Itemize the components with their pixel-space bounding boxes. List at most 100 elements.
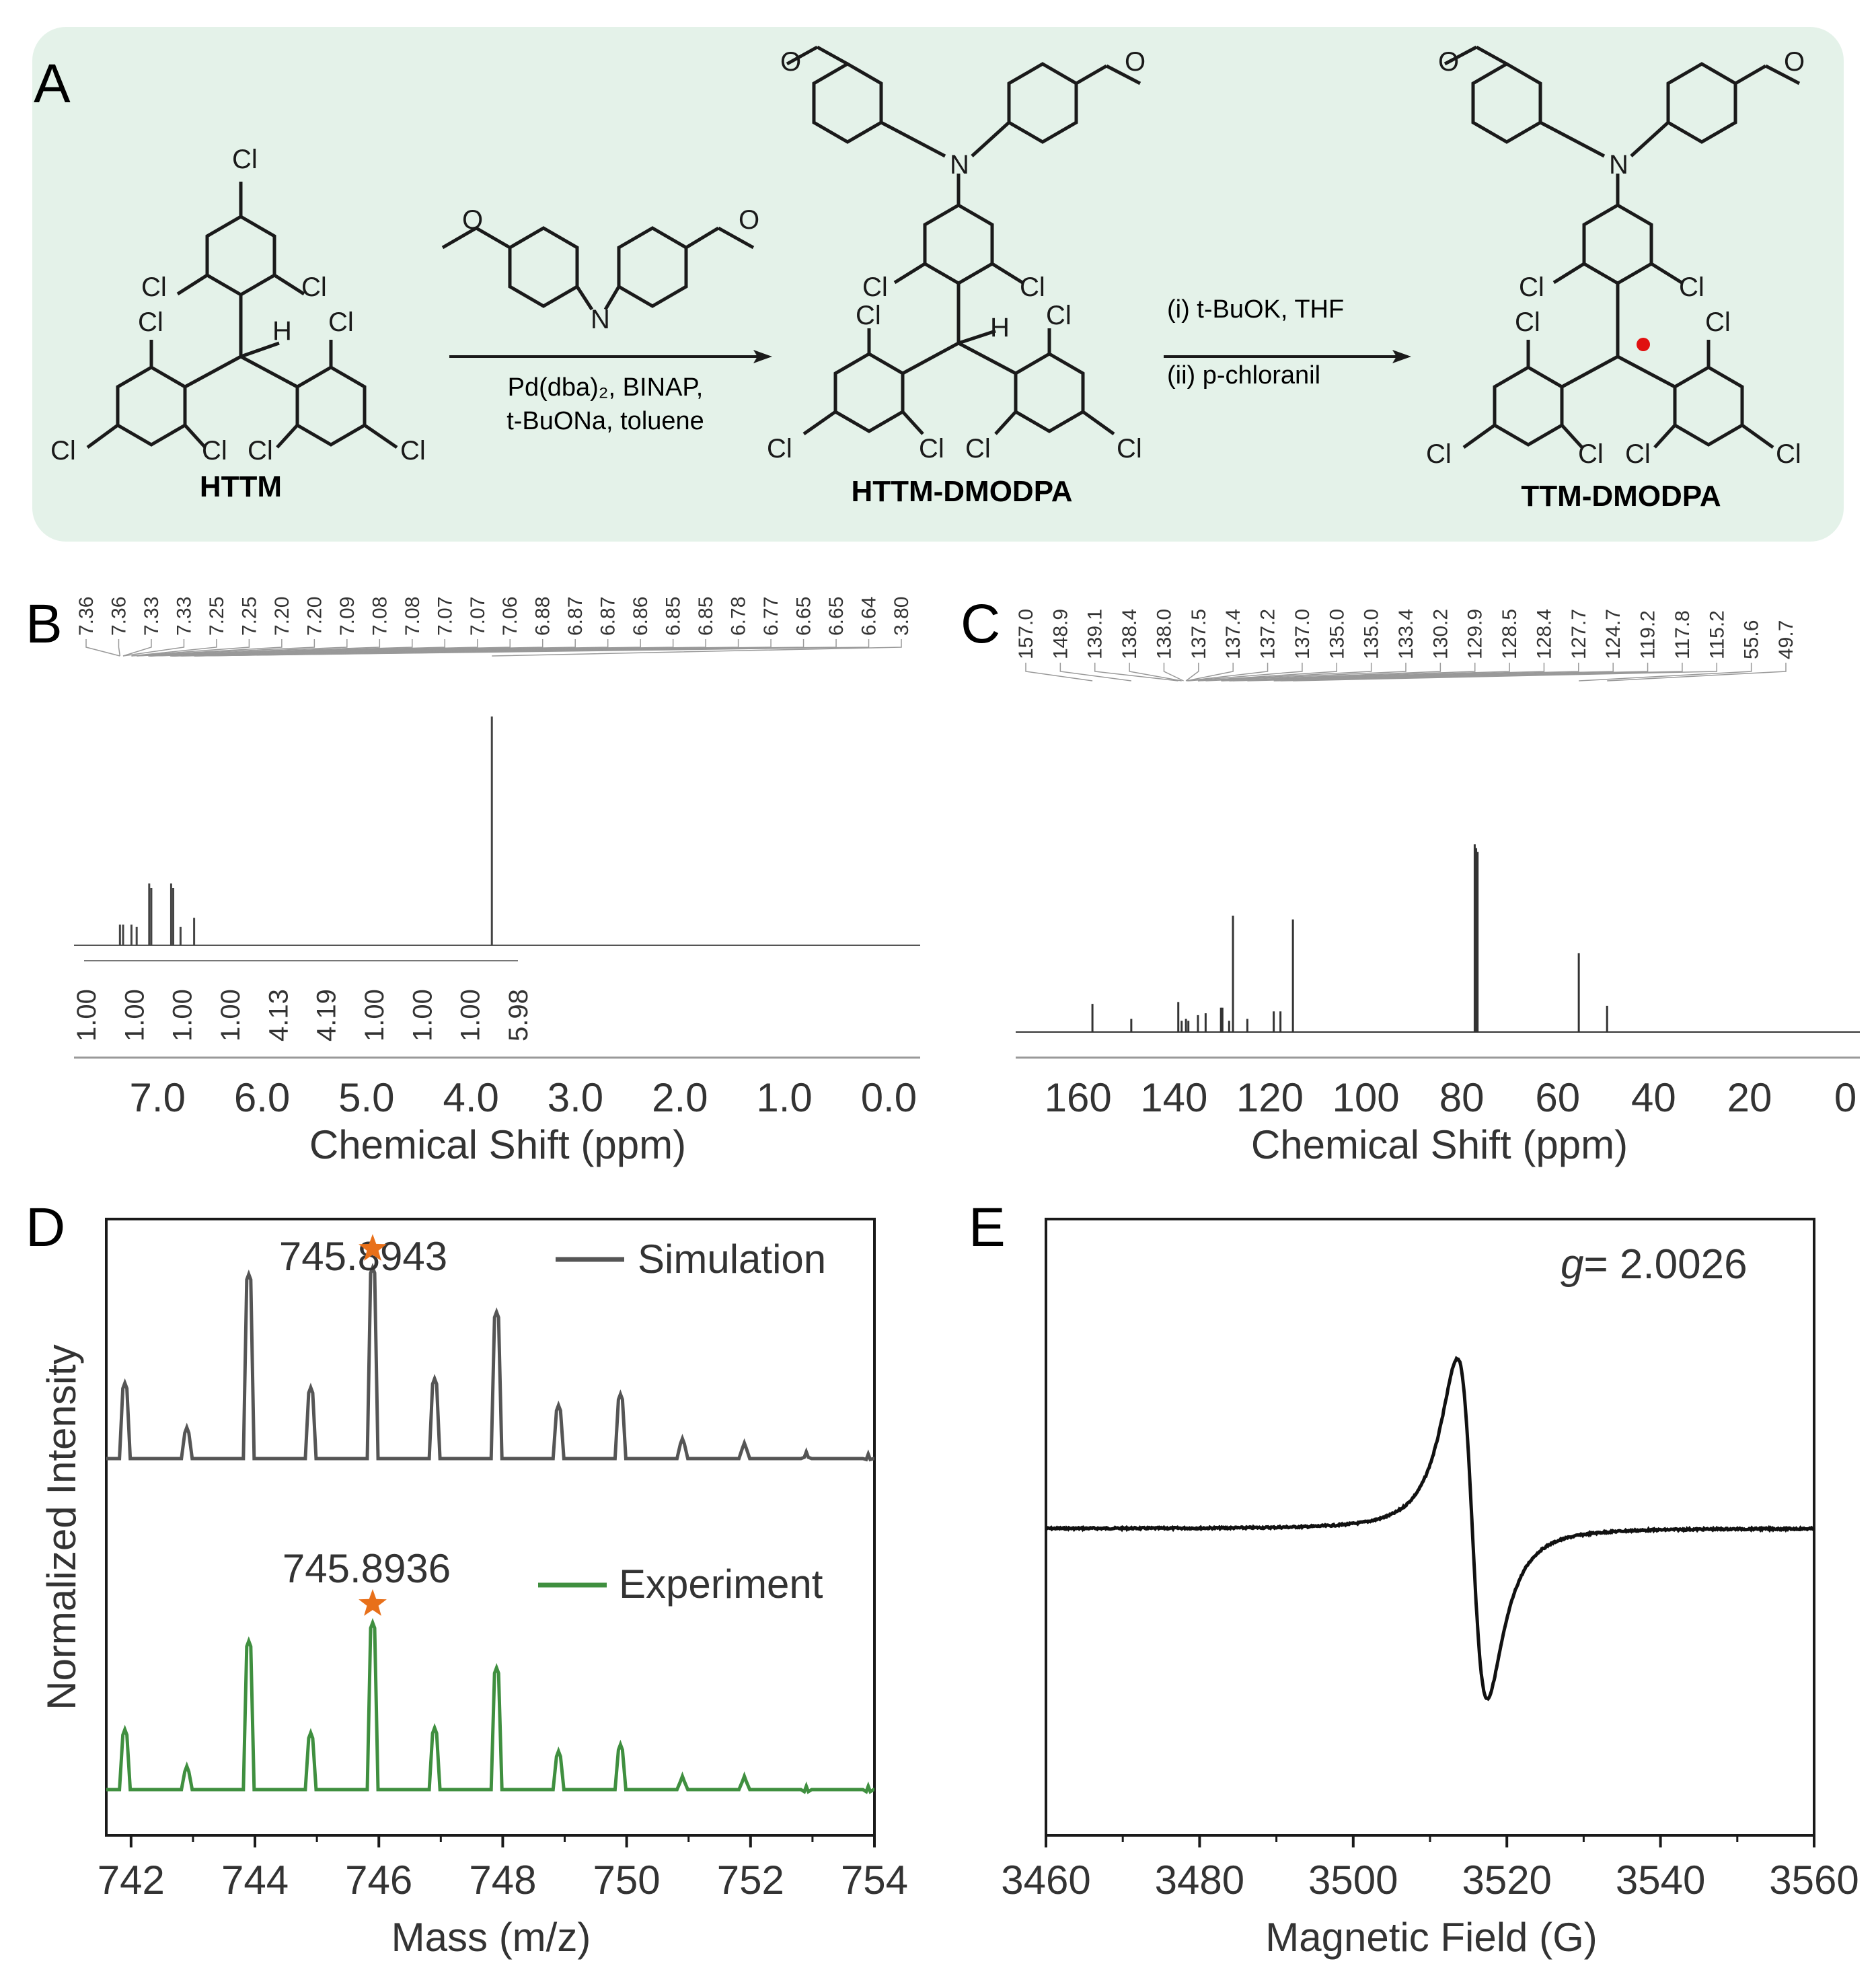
atom-cl: Cl xyxy=(202,436,227,466)
b-integral-label: 1.00 xyxy=(120,989,149,1041)
atom-cl: Cl xyxy=(400,436,426,466)
e-x-axis-title: Magnetic Field (G) xyxy=(1265,1915,1597,1960)
b-peak-label: 6.77 xyxy=(760,597,782,636)
b-integral-label: 1.00 xyxy=(408,989,437,1041)
step2-conditions-line2: (ii) p-chloranil xyxy=(1167,361,1320,390)
panel-c: C 157.0 148.9 139.1 138.4 138.0 137.5 137.4 137… xyxy=(961,593,1860,1167)
b-integral-label: 5.98 xyxy=(504,989,533,1041)
c-peak-label: 148.9 xyxy=(1049,609,1072,659)
atom-cl: Cl xyxy=(50,436,76,466)
c-peak-leader xyxy=(1059,663,1131,682)
atom-cl: Cl xyxy=(919,434,944,464)
panel-label-b: B xyxy=(26,593,63,655)
atom-cl: Cl xyxy=(1679,272,1704,302)
b-integral-label: 4.19 xyxy=(312,989,342,1041)
c-peak-leader xyxy=(1025,663,1093,682)
compound-httm xyxy=(86,182,398,449)
atom-n: N xyxy=(950,150,969,180)
c-peak-leader xyxy=(1185,663,1199,682)
d-sim-star-marker xyxy=(359,1234,387,1261)
atom-cl: Cl xyxy=(1625,439,1651,469)
c-peak-label: 117.8 xyxy=(1672,610,1694,659)
b-peak-label: 6.64 xyxy=(858,597,880,636)
b-peak-leaders xyxy=(85,639,902,657)
compound-label-httm-dmodpa: HTTM-DMODPA xyxy=(851,475,1072,508)
panel-label-c: C xyxy=(961,593,1000,655)
c-peak-leader xyxy=(1247,663,1614,682)
c-peak-label: 137.4 xyxy=(1222,609,1244,659)
b-peak-label: 7.33 xyxy=(141,597,163,636)
d-x-axis-title: Mass (m/z) xyxy=(391,1915,591,1960)
b-x-axis-title: Chemical Shift (ppm) xyxy=(309,1122,686,1167)
c-tick-labels: 160 140 120 100 80 60 40 20 0 xyxy=(1045,1075,1857,1120)
atom-h: H xyxy=(272,316,292,346)
c-tick-label: 60 xyxy=(1535,1075,1580,1120)
b-peak-label: 6.78 xyxy=(728,597,750,636)
atom-o: O xyxy=(739,205,759,235)
c-tick-label: 140 xyxy=(1140,1075,1207,1120)
d-y-axis-title: Normalized Intensity xyxy=(39,1344,84,1710)
e-tick-label: 3540 xyxy=(1616,1858,1705,1903)
b-tick-labels: 7.0 6.0 5.0 4.0 3.0 2.0 1.0 0.0 xyxy=(130,1075,917,1120)
b-peak-label: 6.85 xyxy=(695,597,717,636)
compound-label-httm: HTTM xyxy=(200,470,282,503)
atom-o: O xyxy=(462,205,483,235)
c-peak-leader xyxy=(1129,663,1182,682)
d-exp-peak-annotation: 745.8936 xyxy=(283,1546,451,1591)
c-peak-leader xyxy=(1197,663,1372,682)
atom-cl: Cl xyxy=(856,301,881,330)
atom-cl: Cl xyxy=(138,307,163,337)
b-tick-label: 7.0 xyxy=(130,1075,186,1120)
b-integrals: 1.00 1.00 1.00 1.00 4.13 4.19 1.00 1.00 1.00 5.98 xyxy=(72,989,533,1041)
d-sim-trace xyxy=(106,1263,874,1462)
b-peak-leader xyxy=(151,639,511,657)
b-peak-label: 7.08 xyxy=(369,597,391,636)
b-peak-label: 7.20 xyxy=(303,597,326,636)
c-peak-leader xyxy=(1188,663,1303,682)
step1-conditions-line1: Pd(dba)₂, BINAP, xyxy=(508,373,704,402)
b-peak-leader xyxy=(195,639,870,657)
radical-dot xyxy=(1637,338,1650,351)
c-peak-label: 137.5 xyxy=(1188,609,1210,659)
panel-e: E g= 2.0026 3460 3480 3500 3520 3540 3560 Mag… xyxy=(969,1197,1859,1960)
b-peak-leader xyxy=(122,639,185,657)
b-peak-label: 6.85 xyxy=(663,597,685,636)
atom-cl: Cl xyxy=(301,272,327,302)
d-tick-label: 746 xyxy=(345,1858,412,1903)
c-peak-label: 124.7 xyxy=(1602,609,1624,659)
atom-cl: Cl xyxy=(232,145,258,174)
atom-cl: Cl xyxy=(862,272,888,302)
c-peak-leader xyxy=(1293,663,1718,682)
c-peak-label: 157.0 xyxy=(1015,609,1037,659)
c-peaks xyxy=(1091,844,1608,1032)
b-tick-label: 6.0 xyxy=(234,1075,290,1120)
d-legend-exp-label: Experiment xyxy=(619,1562,823,1607)
b-peak-leader xyxy=(492,639,902,657)
atom-cl: Cl xyxy=(248,436,273,466)
atom-cl: Cl xyxy=(1519,272,1544,302)
d-tick-label: 748 xyxy=(469,1858,536,1903)
e-tick-label: 3460 xyxy=(1001,1858,1090,1903)
c-tick-label: 160 xyxy=(1045,1075,1112,1120)
c-peak-leader xyxy=(1607,663,1787,682)
atom-cl: Cl xyxy=(1578,439,1604,469)
e-tick-label: 3560 xyxy=(1769,1858,1859,1903)
atom-cl: Cl xyxy=(328,307,354,337)
e-tick-labels: 3460 3480 3500 3520 3540 3560 xyxy=(1001,1858,1859,1903)
c-peak-leader xyxy=(1232,663,1579,682)
e-tick-label: 3520 xyxy=(1462,1858,1551,1903)
c-peak-label: 128.5 xyxy=(1499,609,1521,659)
atom-cl: Cl xyxy=(1020,272,1045,302)
panel-a: A Cl Cl Cl H Cl Cl Cl xyxy=(32,27,1844,542)
atom-o: O xyxy=(1438,47,1459,77)
d-trace-path xyxy=(106,1263,874,1462)
b-tick-label: 0.0 xyxy=(861,1075,917,1120)
d-tick-labels: 742 744 746 748 750 752 754 xyxy=(98,1858,908,1903)
b-peak-leader xyxy=(137,639,315,657)
b-peaks xyxy=(118,717,493,945)
c-peak-labels: 157.0 148.9 139.1 138.4 138.0 137.5 137.4 137.2… xyxy=(1015,609,1797,659)
b-peak-label: 7.07 xyxy=(434,597,456,636)
b-peak-label: 7.33 xyxy=(173,597,195,636)
c-peak-label: 128.4 xyxy=(1533,609,1555,659)
